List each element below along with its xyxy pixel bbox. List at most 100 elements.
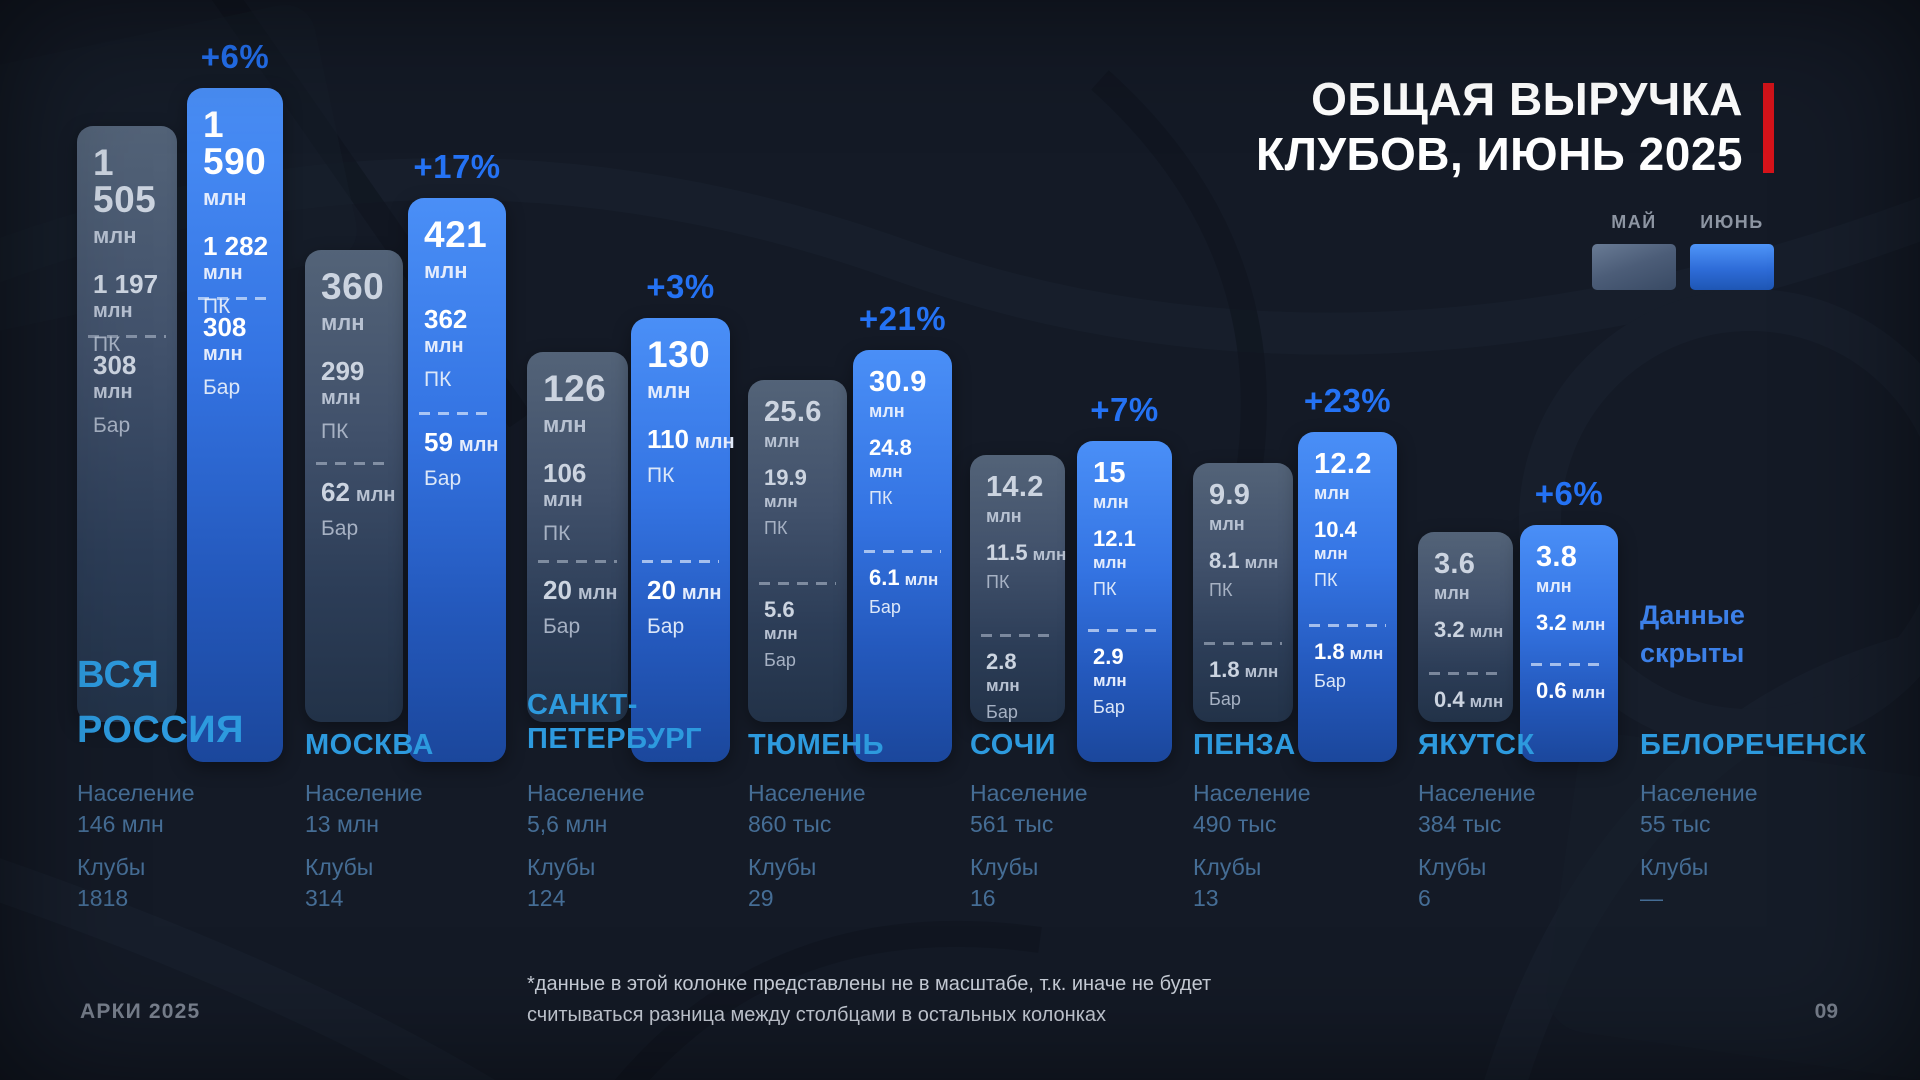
yakutsk-june-bar-value-row: 0.6 млн (1536, 680, 1610, 702)
footnote-line2: считываться разница между столбцами в ос… (527, 1004, 1107, 1026)
tyumen-june-pc-value: 24.8 (869, 435, 912, 460)
penza-june-bar-label: Бар (1314, 671, 1346, 691)
city-name-line: ПЕТЕРБУРГ (527, 723, 703, 755)
penza-june-head: 12.2 млн 10.4 млн ПК (1298, 432, 1397, 590)
moscow-june-head: 421 млн 362 млн ПК (408, 198, 506, 390)
tyumen-june-total: 30.9 (869, 366, 927, 398)
spb-may-head: 126 млн 106 млн ПК (527, 352, 628, 544)
spb-may-bar-body: 20 млн Бар (527, 563, 628, 637)
bar-june-penza: 12.2 млн 10.4 млн ПК 1.8 млн Бар (1298, 432, 1397, 762)
sochi-june-bar-unit: млн (1093, 671, 1127, 690)
spb-population-label: Население (527, 780, 645, 806)
hidden-data-note: Данные скрыты (1640, 596, 1745, 672)
yakutsk-june-pc-value: 3.2 (1536, 610, 1567, 635)
spb-june-total: 130 (647, 334, 711, 375)
bar-may-yakutsk: 3.6 млн 3.2 млн 0.4 млн (1418, 532, 1513, 722)
sochi-june-bar-section: 2.9 млн Бар (1077, 629, 1172, 716)
tyumen-june-bar-value-row: 6.1 млн (869, 567, 944, 589)
city-name-line: МОСКВА (305, 729, 434, 761)
sochi-june-head: 15 млн 12.1 млн ПК (1077, 441, 1172, 599)
page-title-line2: КЛУБОВ, ИЮНЬ 2025 (1256, 128, 1743, 180)
tyumen-population-value: 860 тыс (748, 811, 832, 837)
spb-may-pc-label: ПК (543, 522, 571, 545)
spb-clubs-value: 124 (527, 885, 566, 911)
city-name-moscow: МОСКВА (305, 728, 434, 762)
yakutsk-may-head: 3.6 млн 3.2 млн (1418, 532, 1513, 641)
penza-june-total: 12.2 (1314, 448, 1372, 480)
bar-june-tyumen: 30.9 млн 24.8 млн ПК 6.1 млн Бар (853, 350, 952, 762)
russia-may-divider (88, 335, 166, 338)
sochi-may-bar-unit: млн (986, 676, 1020, 695)
growth-russia: +6% (200, 38, 270, 75)
russia-june-total-unit: млн (203, 185, 247, 210)
sochi-june-bar-value: 2.9 (1093, 644, 1124, 669)
yakutsk-may-divider (1429, 672, 1502, 675)
russia-june-bar-body: 308 млн Бар (187, 300, 283, 398)
growth-penza: +23% (1303, 382, 1392, 419)
footer-brand: АРКИ 2025 (80, 1000, 201, 1023)
tyumen-june-pc-label: ПК (869, 488, 893, 508)
city-info-moscow: Население 13 млн Клубы 314 (305, 778, 422, 914)
tyumen-june-head: 30.9 млн 24.8 млн ПК (853, 350, 952, 508)
penza-june-pc-unit: млн (1314, 544, 1348, 563)
city-name-line: ПЕНЗА (1193, 729, 1296, 761)
russia-june-pc-value: 1 282 (203, 231, 269, 261)
penza-population-value: 490 тыс (1193, 811, 1277, 837)
spb-may-bar-unit: млн (577, 582, 618, 604)
tyumen-june-bar-section: 6.1 млн Бар (853, 550, 952, 616)
yakutsk-population-value: 384 тыс (1418, 811, 1502, 837)
sochi-may-pc-value: 11.5 (986, 540, 1028, 565)
spb-clubs-label: Клубы (527, 854, 596, 880)
moscow-june-bar-unit: млн (458, 434, 499, 456)
yakutsk-may-total-unit: млн (1434, 583, 1470, 603)
sochi-june-total-unit: млн (1093, 492, 1129, 512)
sochi-may-total: 14.2 (986, 471, 1044, 503)
spb-may-bar-label: Бар (543, 615, 581, 638)
russia-may-bar-label: Бар (93, 414, 131, 437)
sochi-may-head: 14.2 млн 11.5 млн ПК (970, 455, 1066, 592)
spb-may-bar-value-row: 20 млн (543, 577, 620, 603)
spb-june-pc-value: 110 (647, 424, 689, 454)
sochi-june-divider (1088, 629, 1161, 632)
tyumen-may-pc-label: ПК (764, 518, 788, 538)
yakutsk-june-total: 3.8 (1536, 541, 1578, 573)
yakutsk-may-bar-unit: млн (1469, 692, 1504, 711)
russia-may-head: 1 505 млн 1 197 млн ПК (77, 126, 177, 355)
city-name-line: БЕЛОРЕЧЕНСК (1640, 729, 1867, 761)
city-name-tyumen: ТЮМЕНЬ (748, 728, 884, 762)
russia-population-label: Население (77, 780, 195, 806)
tyumen-clubs-label: Клубы (748, 854, 817, 880)
city-name-line: СОЧИ (970, 729, 1056, 761)
page-number: 09 (1814, 1000, 1838, 1023)
moscow-population-value: 13 млн (305, 811, 379, 837)
moscow-may-bar-label: Бар (321, 517, 359, 540)
growth-moscow: +17% (413, 148, 501, 185)
penza-may-total: 9.9 (1209, 479, 1251, 511)
legend-may-swatch (1592, 244, 1676, 290)
yakutsk-may-bar-body: 0.4 млн (1418, 675, 1513, 711)
yakutsk-june-bar-unit: млн (1571, 683, 1606, 702)
spb-may-total: 126 (543, 368, 607, 409)
penza-june-bar-unit: млн (1349, 644, 1384, 663)
city-name-russia: ВСЯ РОССИЯ (77, 648, 244, 758)
sochi-may-pc-value-row: 11.5 млн (986, 540, 1066, 565)
sochi-clubs-label: Клубы (970, 854, 1039, 880)
russia-june-bar-unit: млн (203, 343, 243, 365)
moscow-clubs-label: Клубы (305, 854, 374, 880)
sochi-may-bar-label: Бар (986, 702, 1018, 722)
yakutsk-june-pc-unit: млн (1571, 615, 1606, 634)
city-name-line: ТЮМЕНЬ (748, 729, 884, 761)
penza-may-pc-unit: млн (1244, 553, 1279, 572)
city-info-penza: Население 490 тыс Клубы 13 (1193, 778, 1310, 914)
spb-june-total-unit: млн (647, 378, 691, 403)
spb-june-bar-label: Бар (647, 615, 685, 638)
yakutsk-june-total-unit: млн (1536, 576, 1572, 596)
city-name-sochi: СОЧИ (970, 728, 1056, 762)
tyumen-population-label: Население (748, 780, 866, 806)
penza-june-divider (1309, 624, 1386, 627)
belorechensk-population-value: 55 тыс (1640, 811, 1711, 837)
sochi-june-pc-label: ПК (1093, 579, 1117, 599)
bar-may-penza: 9.9 млн 8.1 млн ПК 1.8 млн Бар (1193, 463, 1293, 722)
tyumen-may-bar-value: 5.6 (764, 597, 795, 622)
